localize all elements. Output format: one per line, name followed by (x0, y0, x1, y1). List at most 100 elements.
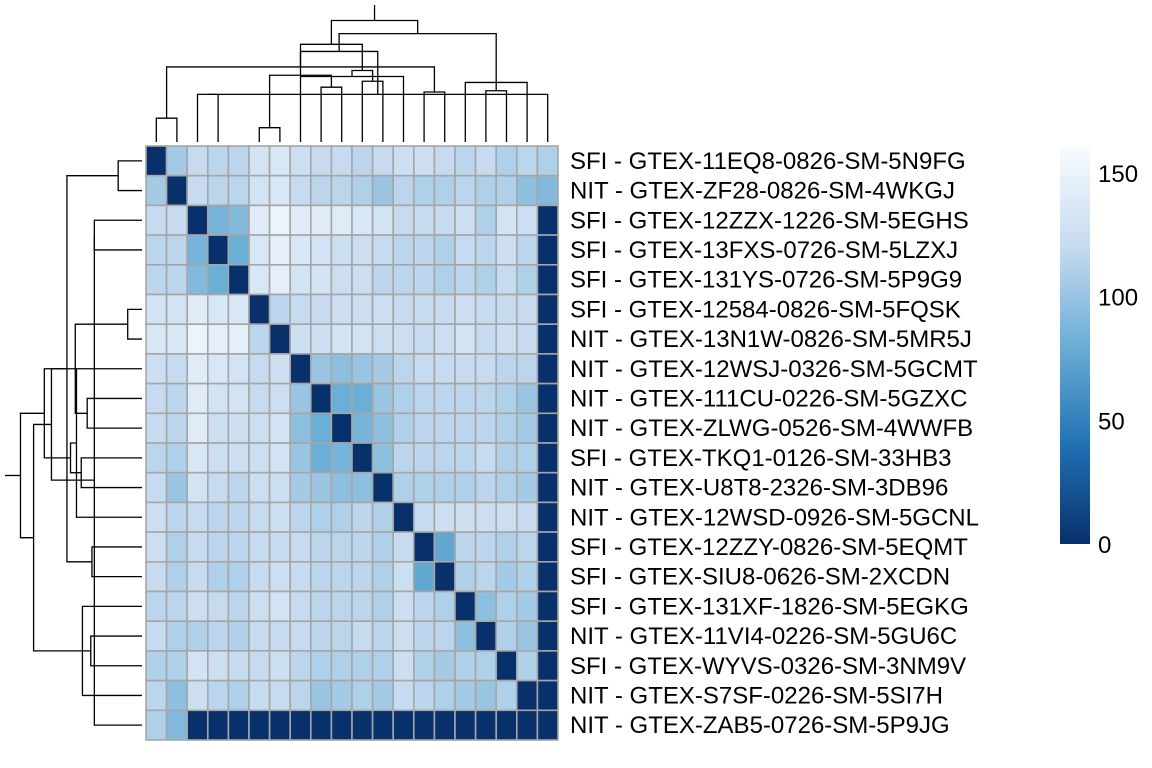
heatmap-cell (207, 293, 230, 326)
heatmap-cell (207, 174, 230, 207)
heatmap-cell (207, 263, 230, 296)
heatmap-cell (289, 471, 312, 504)
heatmap-cell (165, 382, 189, 415)
heatmap-cell (515, 234, 539, 266)
heatmap-cell (268, 531, 292, 563)
heatmap-cell (536, 560, 559, 593)
legend-tick-label: 50 (1098, 408, 1125, 435)
heatmap-cell (207, 442, 230, 474)
heatmap-cell (412, 263, 436, 296)
heatmap-cell (268, 709, 292, 741)
heatmap-cell (165, 620, 189, 652)
heatmap-cell (515, 323, 539, 355)
heatmap-cell (165, 293, 189, 326)
heatmap-cell (536, 442, 559, 474)
column-dendrogram-link (299, 50, 379, 95)
heatmap-cell (536, 293, 559, 326)
heatmap-cell (433, 590, 456, 623)
heatmap-cell (207, 590, 230, 623)
heatmap-cell (433, 263, 456, 296)
column-dendrogram-link (207, 93, 549, 142)
column-dendrogram-link (155, 117, 178, 142)
heatmap-cell (495, 412, 518, 444)
heatmap-cell (392, 145, 415, 177)
heatmap-cell (433, 353, 456, 385)
heatmap-cell (186, 293, 209, 326)
heatmap-cell (515, 174, 539, 207)
heatmap-cell (207, 382, 230, 415)
heatmap-cell (165, 442, 189, 474)
heatmap-cell (289, 442, 312, 474)
heatmap-cell (165, 145, 189, 177)
heatmap-cell (207, 679, 230, 712)
heatmap-cell (433, 323, 456, 355)
heatmap-cell (412, 560, 436, 593)
heatmap-cell (474, 323, 498, 355)
row-dendrogram-link (117, 160, 142, 192)
heatmap-cell (145, 412, 168, 444)
heatmap-cell (227, 560, 250, 593)
heatmap-cell (474, 501, 498, 533)
row-label: NIT - GTEX-13N1W-0826-SM-5MR5J (570, 326, 972, 353)
heatmap-cell (536, 471, 559, 504)
row-label: NIT - GTEX-ZLWG-0526-SM-4WWFB (570, 415, 973, 442)
heatmap-cell (227, 620, 250, 652)
heatmap-cell (289, 590, 312, 623)
heatmap-cell (165, 501, 189, 533)
heatmap-cell (515, 204, 539, 236)
heatmap-cell (207, 234, 230, 266)
heatmap-cell (227, 679, 250, 712)
row-label: NIT - GTEX-ZAB5-0726-SM-5P9JG (570, 712, 950, 739)
heatmap-cell (392, 679, 415, 712)
heatmap-cell (371, 501, 395, 533)
heatmap-cell (412, 531, 436, 563)
heatmap-cell (268, 323, 292, 355)
heatmap-cell (433, 145, 456, 177)
heatmap-cell (248, 679, 271, 712)
column-dendrogram-link (258, 127, 281, 142)
heatmap-cell (412, 471, 436, 504)
heatmap-cell (268, 353, 292, 385)
heatmap-cell (330, 293, 353, 326)
heatmap-cell (536, 234, 559, 266)
row-dendrogram-link (50, 368, 95, 481)
heatmap-cell (145, 501, 168, 533)
heatmap-cell (145, 560, 168, 593)
heatmap-cell (454, 709, 477, 741)
heatmap-cell (248, 650, 271, 682)
heatmap-cell (412, 382, 436, 415)
heatmap-cell (165, 353, 189, 385)
heatmap-cell (145, 531, 168, 563)
heatmap-cell (289, 501, 312, 533)
heatmap-cell (309, 293, 333, 326)
heatmap-cell (309, 650, 333, 682)
heatmap-cell (145, 353, 168, 385)
color-legend: 0 50 100 150 (1060, 148, 1138, 559)
row-label: SFI - GTEX-11EQ8-0826-SM-5N9FG (570, 148, 966, 175)
heatmap-cell (330, 174, 353, 207)
heatmap-cell (515, 263, 539, 296)
heatmap-cell (309, 174, 333, 207)
heatmap-cell (392, 620, 415, 652)
column-dendrogram-link (320, 86, 343, 142)
heatmap-cell (515, 650, 539, 682)
heatmap-cell (330, 471, 353, 504)
heatmap-cell (474, 709, 498, 741)
heatmap-cell (248, 174, 271, 207)
heatmap-cell (536, 531, 559, 563)
heatmap-cell (371, 650, 395, 682)
heatmap-cell (207, 471, 230, 504)
heatmap-cell (515, 412, 539, 444)
heatmap-cell (248, 471, 271, 504)
heatmap-cell (330, 590, 353, 623)
heatmap-cell (454, 501, 477, 533)
row-dendrogram-link (80, 457, 142, 489)
heatmap-cell (474, 412, 498, 444)
heatmap-cell (309, 679, 333, 712)
heatmap-cell (433, 679, 456, 712)
heatmap-cell (371, 353, 395, 385)
heatmap-cell (309, 531, 333, 563)
heatmap-cell (268, 382, 292, 415)
heatmap-cell (351, 679, 374, 712)
heatmap-cell (289, 679, 312, 712)
